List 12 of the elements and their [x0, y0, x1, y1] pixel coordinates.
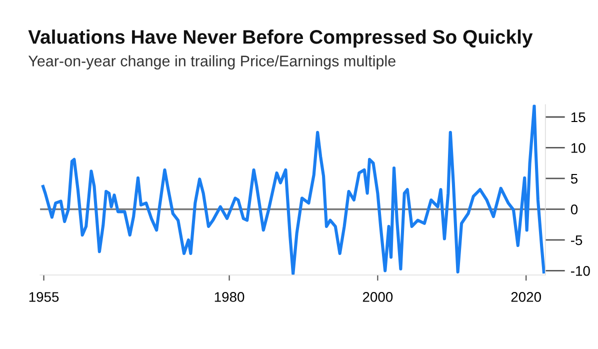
x-tick-label: 2020	[511, 292, 541, 302]
y-tick-label: 15	[571, 112, 586, 122]
y-tick-label: -5	[570, 235, 582, 246]
y-tick-label: 10	[571, 143, 586, 153]
y-tick-label: -10	[570, 266, 590, 276]
chart-title: Valuations Have Never Before Compressed So Quickly	[28, 30, 533, 48]
y-tick-label: 0	[570, 204, 578, 214]
chart-subtitle: Year-on-year change in trailing Price/Earnings multiple	[28, 55, 396, 70]
x-tick-label: 1980	[214, 292, 244, 302]
x-tick-label: 2000	[362, 292, 393, 302]
y-tick-label: 5	[570, 174, 578, 184]
x-tick-label: 1955	[29, 292, 59, 302]
